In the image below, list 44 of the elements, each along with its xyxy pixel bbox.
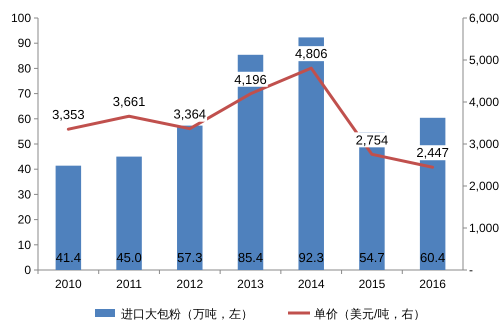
data-label: 4,806: [294, 46, 328, 62]
y-tick-label: 0: [24, 263, 32, 277]
y2-tick-label: 4,000: [469, 95, 500, 109]
x-tick-label: 2011: [116, 277, 142, 291]
y-tick-label: 40: [18, 162, 32, 176]
legend-label: 单价（美元/吨，右）: [314, 307, 426, 321]
bar: [177, 126, 203, 270]
y-tick-label: 50: [18, 137, 32, 151]
legend-label: 进口大包粉（万吨，左）: [121, 307, 253, 321]
data-label: 92.3: [298, 250, 324, 265]
data-label: 60.4: [420, 250, 446, 265]
x-tick-label: 2010: [55, 277, 82, 291]
y-tick-label: 30: [18, 187, 32, 202]
y-tick-label: 20: [18, 212, 32, 227]
y-tick-label: 80: [18, 61, 32, 76]
x-tick-label: 2013: [237, 277, 264, 291]
data-label: 2,754: [356, 132, 388, 148]
data-label: 2,447: [416, 145, 449, 160]
data-label: 3,661: [112, 94, 146, 110]
y-tick-label: 10: [18, 238, 32, 252]
y-tick-label: 70: [18, 86, 32, 101]
x-tick-label: 2016: [419, 277, 446, 291]
data-label: 85.4: [238, 250, 264, 265]
y2-tick-label: -: [469, 263, 473, 277]
y2-tick-label: 5,000: [469, 53, 500, 67]
y-tick-label: 90: [18, 36, 32, 50]
y2-tick-label: 1,000: [469, 221, 500, 235]
y-tick-label: 100: [10, 11, 32, 25]
x-tick-label: 2014: [298, 277, 325, 291]
data-label: 41.4: [56, 250, 82, 265]
data-label: 4,196: [234, 72, 267, 87]
x-tick-label: 2012: [176, 277, 204, 291]
y2-tick-label: 3,000: [469, 137, 500, 151]
x-tick-label: 2015: [358, 277, 386, 291]
data-label: 45.0: [116, 250, 142, 265]
y2-tick-label: 6,000: [469, 11, 500, 25]
y2-tick-label: 2,000: [469, 179, 500, 193]
data-label: 3,364: [174, 106, 206, 122]
y-tick-label: 60: [18, 112, 32, 126]
bar: [56, 166, 82, 270]
data-label: 54.7: [359, 250, 385, 265]
data-label: 3,353: [52, 107, 85, 122]
bar: [116, 156, 142, 270]
data-label: 57.3: [177, 250, 202, 265]
